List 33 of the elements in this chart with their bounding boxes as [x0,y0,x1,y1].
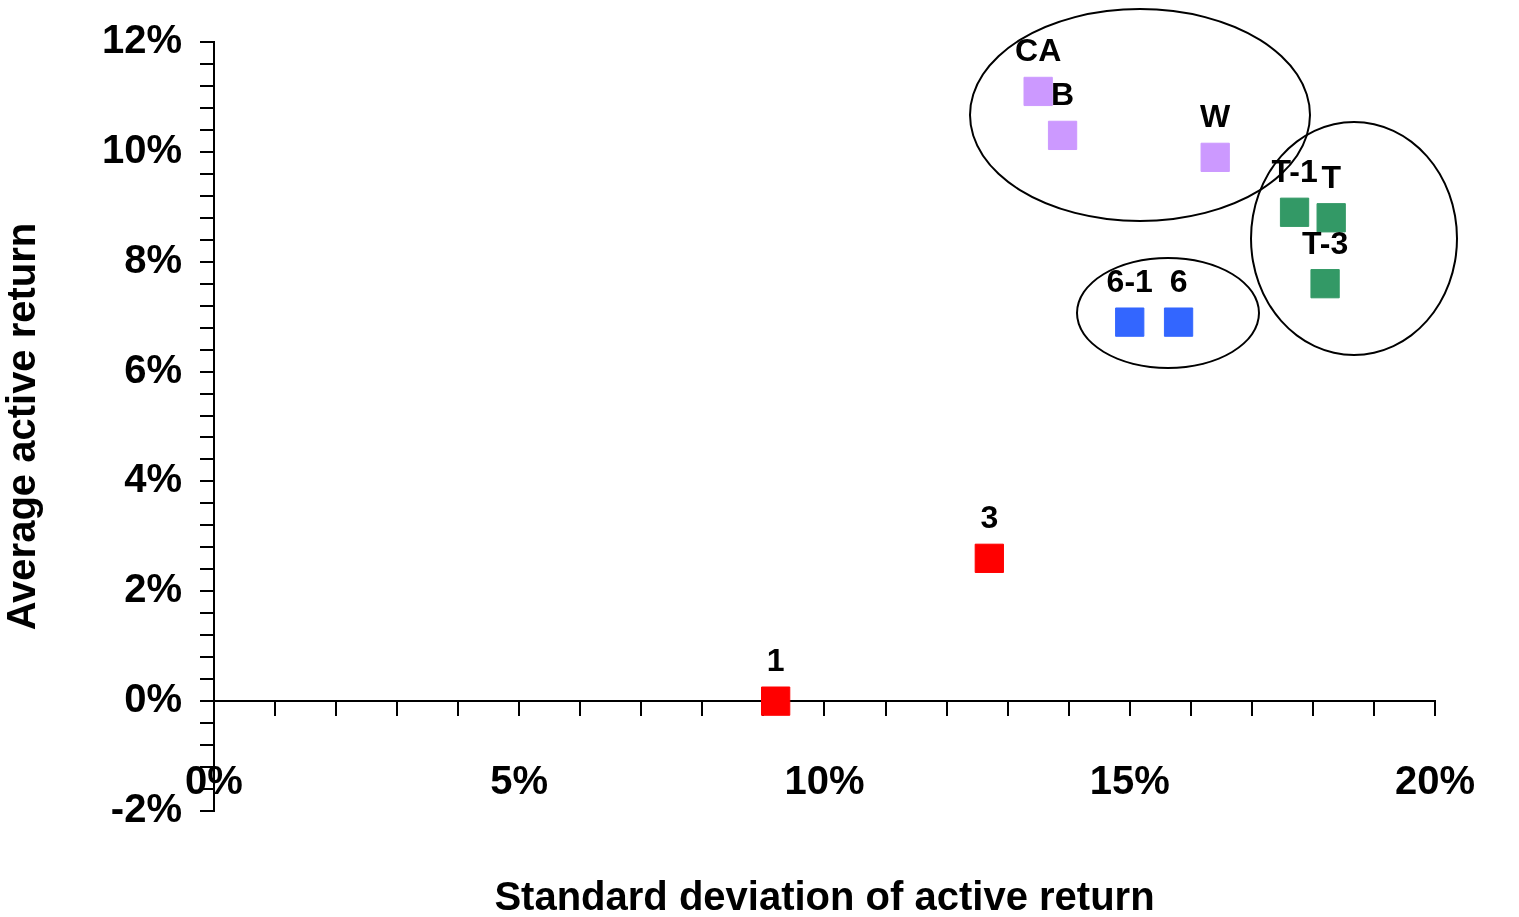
annotation: 3 [980,499,999,536]
y-axis-title: Average active return [0,222,44,631]
point [1200,142,1230,172]
y-tick-label: 8% [124,236,182,281]
x-axis-title: Standard deviation of active return [494,874,1155,917]
x-tick-label: 20% [1394,758,1475,803]
y-tick-label: 4% [124,456,182,501]
y-tick-label: -2% [110,786,182,831]
annotation: CA [1015,32,1062,69]
y-tick-label: 12% [101,17,182,62]
annotation: 6-1 [1106,263,1153,300]
annotation: T-3 [1301,224,1349,261]
x-tick-label: 5% [490,758,549,803]
annotation: B [1051,76,1075,113]
annotation: W [1200,98,1232,135]
point [1047,120,1078,151]
point [1279,197,1310,227]
y-tick-label: 2% [124,566,182,611]
point [1316,203,1346,233]
x-tick-label: 10% [784,758,865,803]
annotation: 1 [766,642,785,679]
y-tick-label: 0% [124,676,182,721]
x-tick-label: 15% [1089,758,1170,803]
y-tick-label: 10% [101,126,182,171]
point [1310,269,1340,299]
annotation: 6 [1169,263,1188,300]
point [1115,307,1145,337]
y-tick-label: 6% [124,346,182,391]
annotation: T [1321,158,1342,195]
point [974,543,1004,573]
point [1023,76,1053,107]
point [761,686,791,716]
point [1163,307,1194,337]
